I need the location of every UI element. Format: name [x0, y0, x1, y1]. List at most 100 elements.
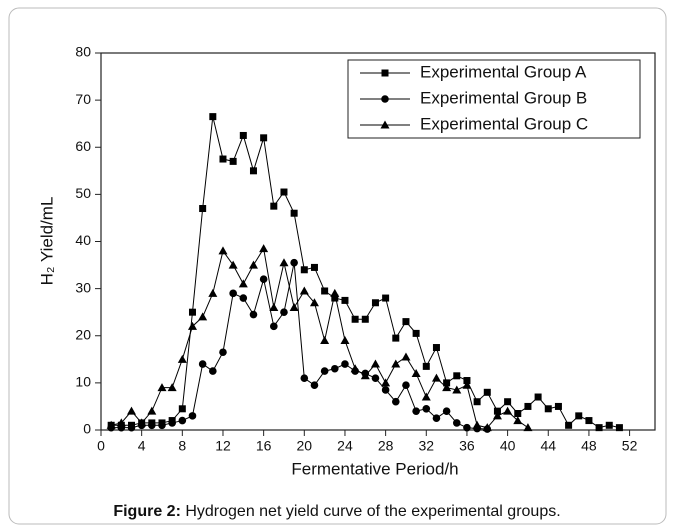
y-tick-label: 10: [75, 374, 91, 390]
data-point: [178, 405, 186, 413]
legend-marker: [381, 69, 389, 77]
data-point: [219, 348, 227, 357]
y-tick-label: 20: [75, 326, 91, 342]
data-point: [524, 402, 532, 410]
data-point: [565, 421, 573, 429]
figure-border: [8, 7, 667, 525]
data-point: [605, 421, 613, 429]
y-axis-label: H₂ Yield/mL: [37, 197, 56, 286]
data-point: [432, 414, 441, 423]
series-line: [111, 247, 529, 429]
x-tick-label: 20: [297, 438, 313, 454]
data-point: [199, 205, 207, 213]
x-tick-label: 4: [138, 438, 146, 454]
data-point: [300, 266, 308, 274]
data-point: [198, 312, 208, 321]
data-point: [259, 244, 269, 253]
data-point: [280, 188, 288, 196]
data-point: [463, 423, 471, 432]
data-point: [239, 131, 247, 139]
y-tick-label: 0: [83, 421, 91, 437]
data-point: [431, 373, 441, 382]
data-point: [453, 372, 461, 380]
data-point: [148, 421, 156, 430]
data-point: [229, 157, 237, 165]
data-point: [249, 167, 257, 175]
data-point: [361, 315, 369, 323]
data-point: [513, 416, 523, 425]
data-point: [137, 418, 147, 427]
data-point: [279, 258, 289, 267]
data-point: [208, 288, 218, 297]
data-point: [270, 202, 278, 210]
x-axis-label: Fermentative Period/h: [291, 459, 458, 478]
data-point: [483, 388, 491, 396]
x-tick-label: 52: [622, 438, 638, 454]
data-point: [391, 359, 401, 368]
data-point: [615, 424, 623, 432]
data-point: [492, 411, 502, 420]
data-point: [350, 364, 360, 373]
data-point: [106, 420, 116, 429]
data-point: [412, 407, 420, 415]
data-point: [391, 397, 400, 406]
data-point: [270, 322, 278, 331]
data-point: [432, 344, 440, 352]
legend-label: Experimental Group A: [420, 62, 587, 81]
data-point: [493, 407, 501, 415]
data-point: [422, 362, 430, 370]
data-point: [402, 318, 410, 326]
data-point: [381, 378, 391, 387]
data-point: [523, 423, 533, 432]
data-point: [554, 402, 562, 410]
legend-label: Experimental Group C: [420, 114, 588, 133]
data-point: [320, 367, 329, 375]
data-point: [188, 308, 196, 316]
data-point: [209, 113, 217, 121]
data-point: [463, 377, 471, 385]
x-tick-label: 40: [500, 438, 516, 454]
legend-marker: [381, 95, 389, 103]
data-point: [452, 385, 462, 394]
data-point: [320, 335, 330, 344]
data-point: [116, 418, 126, 427]
data-point: [269, 302, 279, 311]
data-point: [503, 406, 513, 415]
data-point: [595, 424, 603, 432]
data-point: [411, 368, 421, 377]
data-point: [260, 134, 268, 142]
data-point: [157, 383, 167, 392]
data-point: [168, 419, 176, 427]
data-point: [280, 308, 288, 316]
data-point: [209, 367, 217, 375]
data-point: [330, 364, 339, 373]
data-point: [299, 286, 309, 295]
y-tick-label: 80: [75, 44, 91, 60]
data-point: [443, 379, 451, 387]
x-tick-label: 48: [581, 438, 597, 454]
data-point: [158, 421, 166, 430]
caption-label: Figure 2:: [113, 503, 181, 520]
data-point: [238, 279, 248, 288]
x-tick-label: 8: [178, 438, 186, 454]
data-point: [392, 334, 400, 342]
y-tick-label: 30: [75, 279, 91, 295]
data-point: [360, 371, 370, 380]
data-point: [462, 380, 472, 389]
data-point: [482, 423, 492, 432]
y-tick-label: 60: [75, 138, 91, 154]
data-point: [401, 352, 411, 361]
data-point: [239, 294, 248, 302]
data-point: [177, 354, 187, 363]
data-point: [147, 406, 157, 415]
data-point: [402, 381, 410, 390]
data-point: [167, 383, 177, 392]
data-point: [198, 360, 207, 368]
data-point: [472, 420, 482, 429]
data-point: [351, 315, 359, 323]
data-point: [188, 412, 197, 420]
data-point: [331, 294, 339, 302]
data-point: [178, 416, 187, 425]
data-point: [321, 287, 329, 295]
